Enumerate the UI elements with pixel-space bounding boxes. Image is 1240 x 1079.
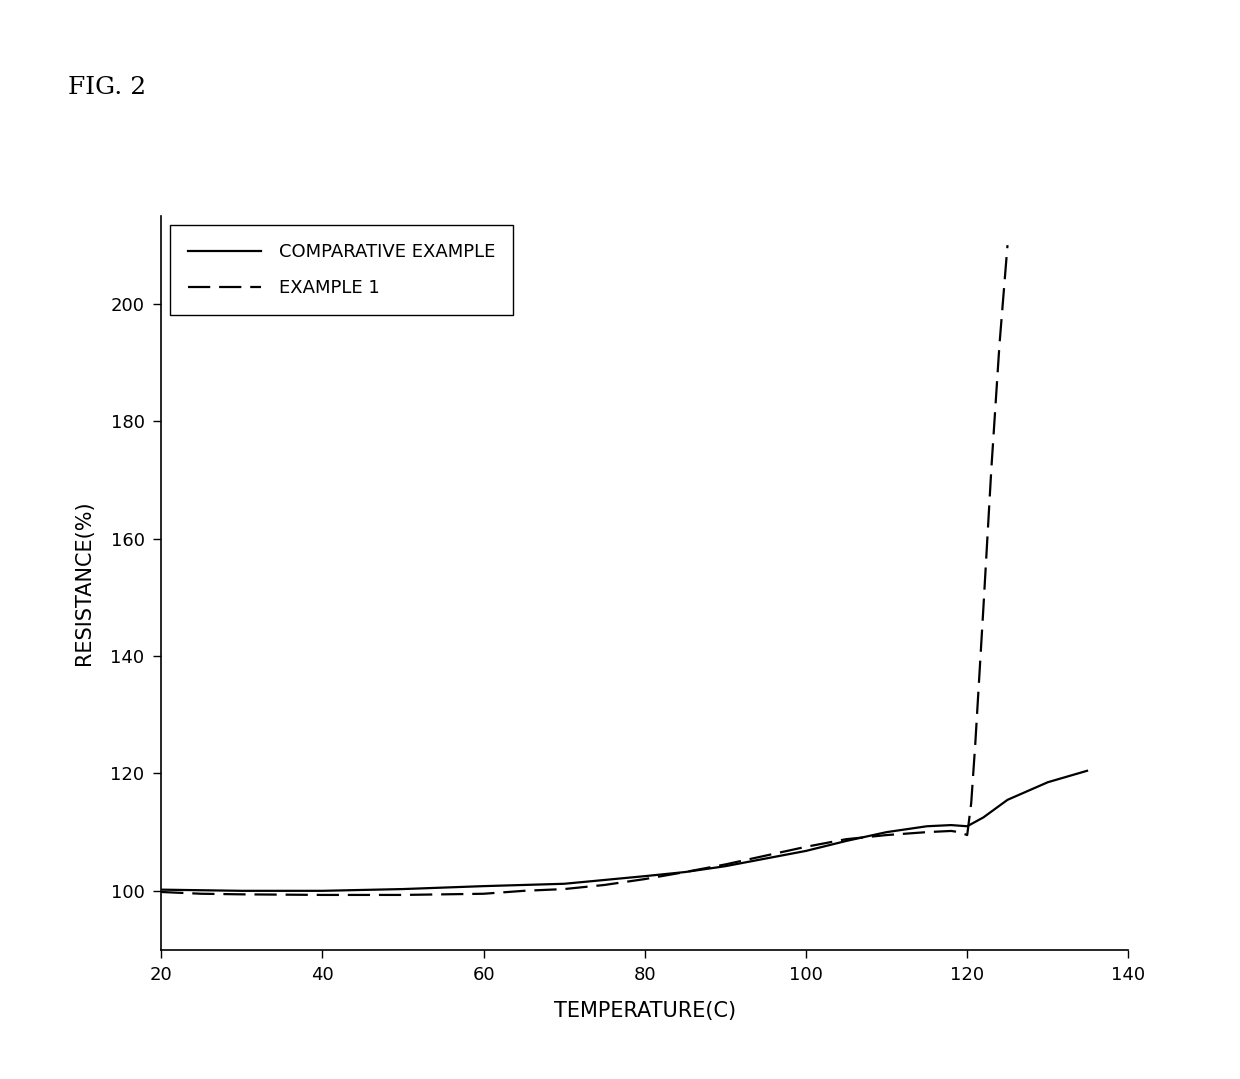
COMPARATIVE EXAMPLE bbox=[396, 883, 410, 896]
COMPARATIVE EXAMPLE bbox=[759, 852, 774, 865]
EXAMPLE 1 bbox=[839, 833, 854, 846]
EXAMPLE 1 bbox=[944, 824, 959, 837]
COMPARATIVE EXAMPLE bbox=[879, 825, 894, 838]
COMPARATIVE EXAMPLE bbox=[799, 845, 813, 858]
COMPARATIVE EXAMPLE bbox=[976, 811, 991, 824]
EXAMPLE 1 bbox=[598, 878, 613, 891]
COMPARATIVE EXAMPLE bbox=[195, 884, 210, 897]
EXAMPLE 1 bbox=[963, 796, 978, 809]
EXAMPLE 1 bbox=[516, 885, 531, 898]
EXAMPLE 1 bbox=[976, 602, 991, 615]
EXAMPLE 1 bbox=[154, 886, 169, 899]
EXAMPLE 1 bbox=[1001, 238, 1016, 251]
COMPARATIVE EXAMPLE bbox=[1081, 764, 1096, 777]
EXAMPLE 1 bbox=[637, 873, 652, 886]
EXAMPLE 1 bbox=[718, 858, 733, 871]
COMPARATIVE EXAMPLE bbox=[960, 820, 975, 833]
EXAMPLE 1 bbox=[315, 888, 330, 901]
COMPARATIVE EXAMPLE bbox=[839, 834, 854, 847]
EXAMPLE 1 bbox=[920, 825, 935, 838]
EXAMPLE 1 bbox=[476, 887, 491, 900]
COMPARATIVE EXAMPLE bbox=[315, 885, 330, 898]
EXAMPLE 1 bbox=[799, 841, 813, 853]
COMPARATIVE EXAMPLE bbox=[1040, 776, 1055, 789]
Line: COMPARATIVE EXAMPLE: COMPARATIVE EXAMPLE bbox=[161, 770, 1089, 891]
EXAMPLE 1 bbox=[968, 738, 983, 751]
COMPARATIVE EXAMPLE bbox=[637, 870, 652, 883]
COMPARATIVE EXAMPLE bbox=[944, 819, 959, 832]
EXAMPLE 1 bbox=[759, 849, 774, 862]
EXAMPLE 1 bbox=[879, 829, 894, 842]
COMPARATIVE EXAMPLE bbox=[154, 884, 169, 897]
Y-axis label: RESISTANCE(%): RESISTANCE(%) bbox=[73, 501, 94, 665]
EXAMPLE 1 bbox=[992, 339, 1007, 352]
COMPARATIVE EXAMPLE bbox=[1001, 793, 1016, 806]
EXAMPLE 1 bbox=[960, 829, 975, 842]
COMPARATIVE EXAMPLE bbox=[677, 865, 692, 878]
EXAMPLE 1 bbox=[557, 883, 572, 896]
COMPARATIVE EXAMPLE bbox=[234, 885, 249, 898]
Text: FIG. 2: FIG. 2 bbox=[68, 76, 146, 98]
COMPARATIVE EXAMPLE bbox=[476, 879, 491, 892]
EXAMPLE 1 bbox=[234, 888, 249, 901]
Legend: COMPARATIVE EXAMPLE, EXAMPLE 1: COMPARATIVE EXAMPLE, EXAMPLE 1 bbox=[170, 224, 513, 315]
COMPARATIVE EXAMPLE bbox=[718, 860, 733, 873]
Line: EXAMPLE 1: EXAMPLE 1 bbox=[161, 245, 1008, 894]
X-axis label: TEMPERATURE(C): TEMPERATURE(C) bbox=[554, 1001, 735, 1021]
EXAMPLE 1 bbox=[396, 888, 410, 901]
EXAMPLE 1 bbox=[952, 825, 967, 838]
EXAMPLE 1 bbox=[677, 865, 692, 878]
EXAMPLE 1 bbox=[985, 462, 999, 475]
COMPARATIVE EXAMPLE bbox=[920, 820, 935, 833]
EXAMPLE 1 bbox=[195, 887, 210, 900]
COMPARATIVE EXAMPLE bbox=[557, 877, 572, 890]
